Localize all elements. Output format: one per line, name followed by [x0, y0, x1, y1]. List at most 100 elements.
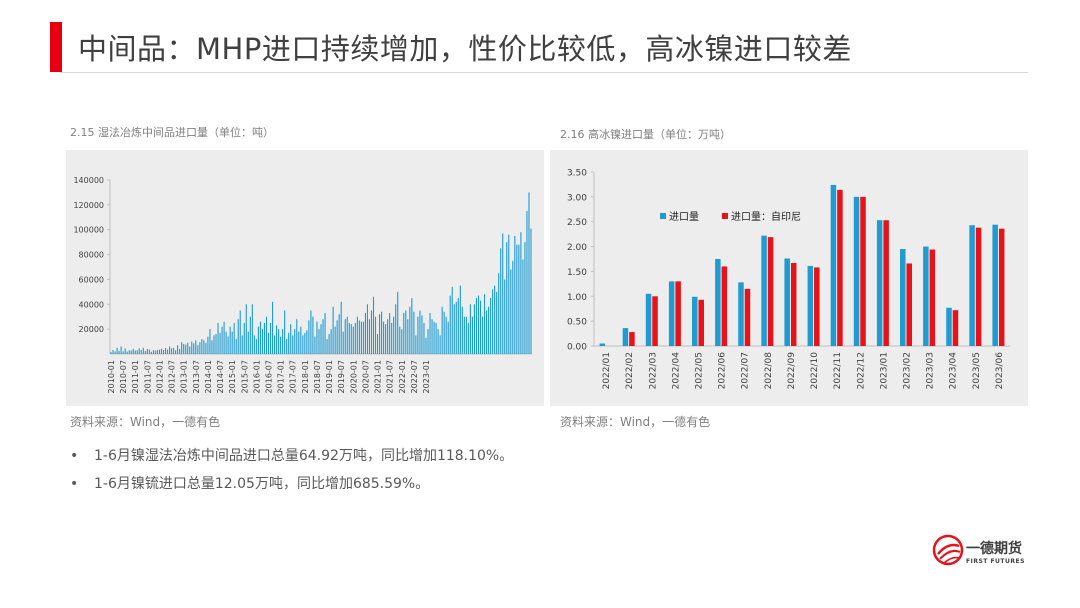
bar	[441, 306, 443, 354]
bar	[510, 269, 512, 354]
bar	[411, 298, 413, 354]
y-tick-label: 2.50	[567, 218, 587, 228]
bar	[366, 304, 368, 354]
bar	[453, 304, 455, 354]
bar	[124, 348, 126, 354]
bar	[213, 335, 215, 354]
right-chart-caption: 2.16 高冰镍进口量（单位：万吨）	[560, 128, 731, 141]
bar	[403, 312, 405, 354]
bar	[483, 294, 486, 354]
y-tick-label: 1.50	[567, 268, 587, 278]
y-tick-label: 2.00	[567, 243, 587, 253]
bar	[199, 342, 201, 354]
y-tick-label: 60000	[79, 275, 104, 284]
bar	[477, 295, 480, 354]
company-logo: 一德期货 FIRST FUTURES	[932, 532, 1032, 572]
bar	[486, 310, 488, 354]
bar	[332, 306, 334, 354]
bar	[385, 324, 387, 354]
mhp-import-chart: 20000 40000 60000 80000 100000 120000 140000 20…	[73, 176, 532, 393]
bar	[443, 311, 445, 354]
bullet-text: 1-6月镍锍进口总量12.05万吨，同比增加685.59%。	[94, 476, 430, 492]
bullet-text: 1-6月镍湿法冶炼中间品进口总量64.92万吨，同比增加118.10%。	[94, 448, 514, 464]
x-tick-label: 2016-01	[252, 360, 261, 393]
legend-label: 进口量	[669, 211, 699, 223]
bar	[397, 291, 399, 354]
bar-total	[622, 328, 629, 346]
bar	[334, 326, 336, 354]
bar-total	[876, 220, 883, 346]
bar	[185, 344, 187, 354]
bar	[449, 295, 451, 354]
left-chart-panel: 20000 40000 60000 80000 100000 120000 140000 20…	[66, 150, 544, 406]
x-tick-label: 2013-07	[192, 360, 201, 393]
bar	[249, 316, 251, 354]
title-accent-bar	[50, 22, 62, 72]
bar	[173, 347, 175, 354]
left-chart-source: 资料来源：Wind，一德有色	[70, 415, 221, 429]
logo-english-name: FIRST FUTURES	[966, 558, 1025, 565]
bar	[417, 316, 419, 354]
bar	[302, 335, 304, 354]
bar	[304, 332, 306, 354]
bar	[191, 341, 193, 354]
bar-total	[738, 282, 744, 346]
bar-indonesia	[767, 237, 774, 346]
x-tick-label: 2022/03	[648, 352, 658, 389]
y-tick-label: 3.00	[567, 193, 587, 203]
bar	[306, 330, 308, 354]
bar	[209, 329, 211, 354]
x-tick-label: 2015-01	[228, 360, 237, 393]
bar	[267, 332, 270, 354]
bar	[181, 342, 183, 354]
bar	[189, 346, 191, 354]
bar	[364, 312, 366, 354]
bar	[239, 310, 241, 354]
bar	[219, 332, 221, 354]
bar-indonesia	[998, 228, 1005, 346]
bar	[162, 350, 165, 354]
bar	[469, 304, 471, 354]
x-tick-label: 2019-01	[325, 360, 334, 393]
bar	[217, 322, 219, 354]
bar	[263, 322, 266, 354]
bullet-dot-icon: •	[70, 448, 79, 464]
bar-total	[715, 259, 721, 346]
bar	[128, 350, 130, 354]
bar	[274, 335, 276, 354]
right-chart-source: 资料来源：Wind，一德有色	[560, 415, 711, 429]
bar-indonesia	[814, 267, 820, 346]
y-tick-label: 100000	[73, 226, 104, 235]
bar	[387, 319, 389, 354]
bar-indonesia	[629, 332, 635, 346]
bar-indonesia	[883, 220, 889, 346]
bar	[374, 316, 377, 354]
right-chart-panel: 0.00 0.50 1.00 1.50 2.00 2.50 3.00 3.50 2022/01 2…	[550, 150, 1028, 406]
bar	[265, 316, 268, 354]
bar	[288, 332, 290, 354]
bar	[235, 339, 237, 354]
x-tick-label: 2018-07	[313, 360, 322, 393]
bar	[144, 350, 146, 354]
bar	[271, 301, 274, 354]
bar	[132, 348, 134, 354]
bar	[451, 286, 453, 354]
bar	[445, 316, 447, 354]
bar	[177, 345, 179, 354]
bar-total	[761, 235, 767, 346]
x-tick-label: 2022-01	[398, 360, 407, 393]
bar	[419, 310, 421, 354]
bar	[269, 322, 272, 354]
legend-swatch	[660, 213, 666, 219]
bar	[237, 319, 239, 354]
bar	[290, 324, 292, 354]
bar	[193, 343, 195, 354]
bar	[314, 336, 316, 354]
bar-total	[692, 296, 698, 346]
x-tick-label: 2017-07	[289, 360, 298, 393]
x-tick-label: 2015-07	[240, 360, 249, 393]
bar	[467, 322, 469, 354]
bar	[465, 316, 467, 354]
bar	[318, 329, 320, 354]
x-tick-label: 2020-07	[361, 360, 370, 393]
